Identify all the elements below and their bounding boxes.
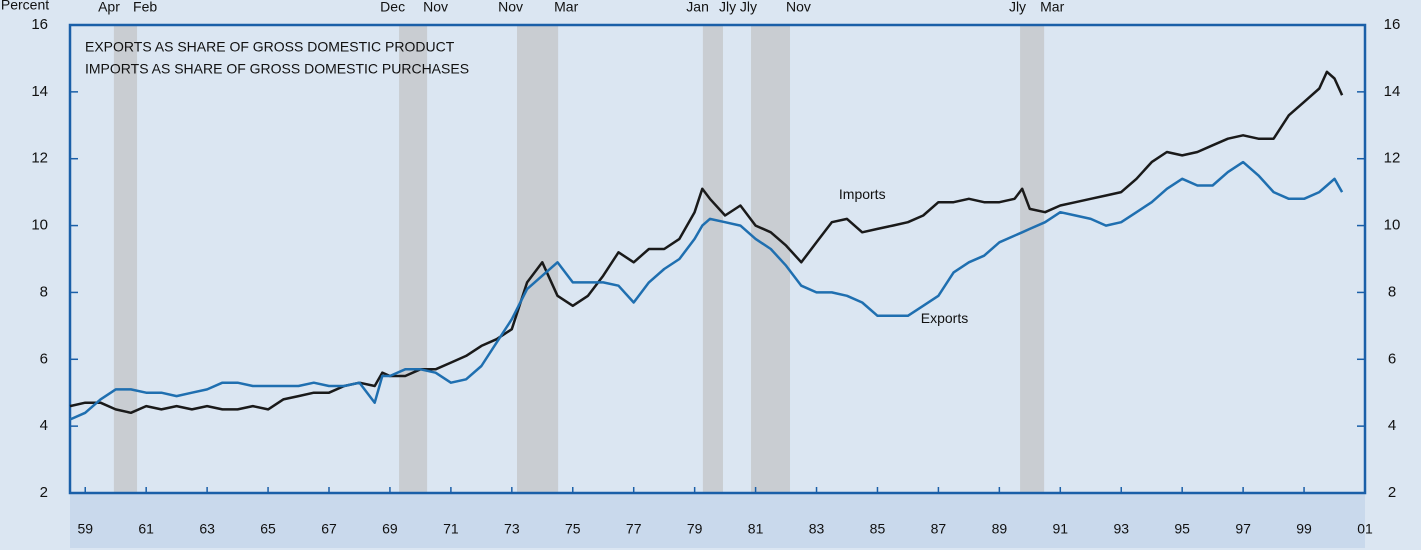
x-tick-label: 69 <box>382 521 398 537</box>
y2-tick-label: 8 <box>1388 283 1396 300</box>
recession-end-label: Mar <box>554 0 578 15</box>
x-tick-label: 65 <box>260 521 276 537</box>
recession-start-label: Jly <box>1009 0 1026 15</box>
y2-tick-label: 6 <box>1388 350 1396 367</box>
y-tick-label: 6 <box>40 350 48 367</box>
plot-frame <box>68 23 1367 495</box>
recession-end-label: Feb <box>133 0 157 15</box>
recession-band <box>517 25 559 493</box>
x-axis-strip <box>70 493 1365 548</box>
x-tick-label: 75 <box>565 521 581 537</box>
annotation: Imports <box>839 186 886 202</box>
recession-end-label: Nov <box>423 0 448 15</box>
x-tick-label: 63 <box>199 521 215 537</box>
y-tick-label: 14 <box>31 83 48 100</box>
y2-tick-label: 10 <box>1384 217 1401 234</box>
recession-start-label: Dec <box>380 0 405 15</box>
y-tick-label: 8 <box>40 283 48 300</box>
recession-start-label: Apr <box>98 0 120 15</box>
x-tick-label: 59 <box>77 521 93 537</box>
y-axis-label: Percent <box>1 0 49 13</box>
recession-band <box>399 25 428 493</box>
annotation: Exports <box>921 310 968 326</box>
y-tick-label: 16 <box>31 16 48 33</box>
x-tick-label: 71 <box>443 521 459 537</box>
y2-tick-label: 12 <box>1384 150 1401 167</box>
x-tick-label: 85 <box>870 521 886 537</box>
recession-end-label: Jly <box>719 0 736 15</box>
x-tick-label: 73 <box>504 521 520 537</box>
x-tick-label: 77 <box>626 521 642 537</box>
header-line: IMPORTS AS SHARE OF GROSS DOMESTIC PURCH… <box>85 61 469 77</box>
x-tick-label: 97 <box>1235 521 1251 537</box>
x-tick-label: 95 <box>1174 521 1190 537</box>
header-line: EXPORTS AS SHARE OF GROSS DOMESTIC PRODU… <box>85 39 455 55</box>
y-tick-label: 10 <box>31 217 48 234</box>
x-tick-label: 01 <box>1357 521 1373 537</box>
y-tick-label: 2 <box>40 484 48 501</box>
x-tick-label: 67 <box>321 521 337 537</box>
x-tick-label: 81 <box>748 521 764 537</box>
x-tick-label: 83 <box>809 521 825 537</box>
x-tick-label: 61 <box>138 521 154 537</box>
x-tick-label: 93 <box>1113 521 1129 537</box>
recession-band <box>113 25 138 493</box>
y2-tick-label: 4 <box>1388 417 1396 434</box>
series-line <box>69 70 1344 415</box>
recession-end-label: Mar <box>1040 0 1064 15</box>
recession-start-label: Jly <box>740 0 757 15</box>
recession-band <box>1020 25 1045 493</box>
y2-tick-label: 16 <box>1384 16 1401 33</box>
series-line <box>69 160 1344 421</box>
x-tick-label: 79 <box>687 521 703 537</box>
x-tick-label: 91 <box>1053 521 1069 537</box>
recession-band <box>751 25 791 493</box>
recession-start-label: Jan <box>686 0 709 15</box>
y-tick-label: 4 <box>40 417 48 434</box>
y-tick-label: 12 <box>31 150 48 167</box>
x-tick-label: 89 <box>992 521 1008 537</box>
recession-band <box>702 25 723 493</box>
recession-end-label: Nov <box>786 0 811 15</box>
x-tick-label: 99 <box>1296 521 1312 537</box>
y2-tick-label: 2 <box>1388 484 1396 501</box>
y2-tick-label: 14 <box>1384 83 1401 100</box>
x-tick-label: 87 <box>931 521 947 537</box>
recession-start-label: Nov <box>498 0 523 15</box>
